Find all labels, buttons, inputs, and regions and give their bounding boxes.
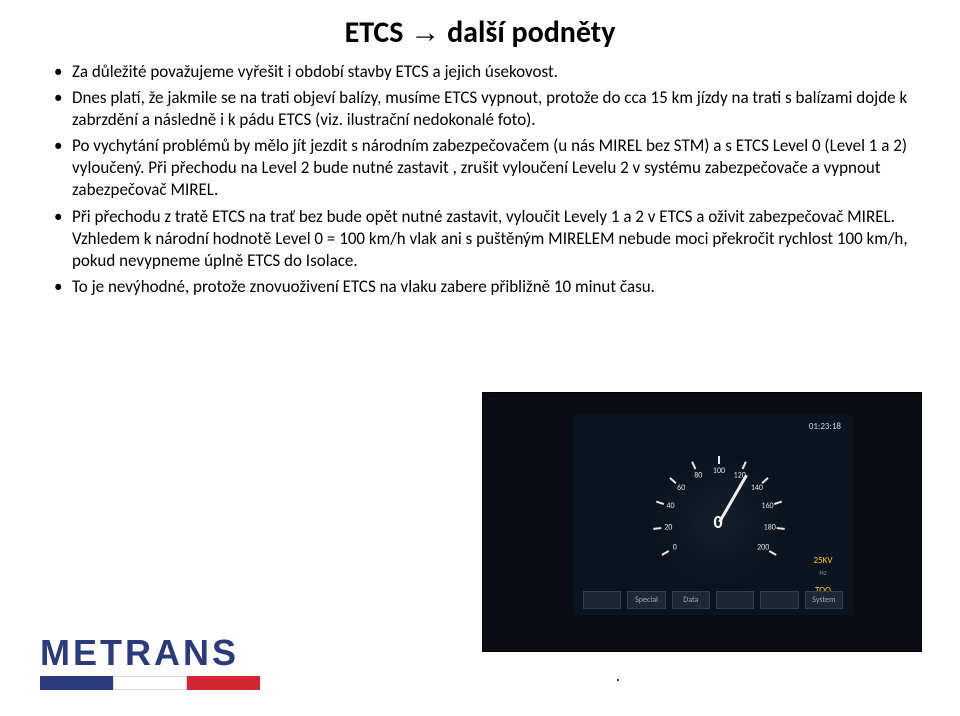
list-item: Dnes platí, že jakmile se na trati objev… — [54, 87, 920, 131]
dashboard-photo: 01:23:18 020406080100120140160180200 0 2… — [482, 392, 922, 652]
speedo-tick: 140 — [718, 477, 768, 523]
speed-value: 0 — [713, 511, 722, 533]
speedo-tick-label: 20 — [664, 522, 672, 532]
bullet-text: Za důležité považujeme vyřešit i období … — [72, 61, 558, 82]
softkey-label: Data — [683, 595, 698, 605]
softkey-button[interactable]: System — [805, 591, 843, 609]
speedo-tick-label: 160 — [761, 501, 773, 511]
speedo-tick-label: 0 — [673, 543, 677, 553]
softkey-button[interactable]: Special — [627, 591, 665, 609]
list-item: Po vychytání problémů by mělo jít jezdit… — [54, 135, 920, 201]
softkey-label: System — [812, 595, 835, 605]
speedo-tick: 60 — [669, 477, 719, 523]
logo-stripe-blue — [40, 676, 113, 690]
bullet-text: Po vychytání problémů by mělo jít jezdit… — [72, 135, 907, 200]
bullet-text: Dnes platí, že jakmile se na trati objev… — [72, 87, 907, 130]
bullet-text: To je nevýhodné, protože znovuoživení ET… — [72, 276, 655, 297]
speedo-tick-label: 180 — [764, 522, 776, 532]
title-prefix: ETCS — [345, 14, 404, 51]
voltage-unit: Hz — [803, 568, 843, 577]
speedo-tick-label: 80 — [694, 470, 702, 480]
logo-stripe-white — [113, 676, 188, 690]
clock-readout: 01:23:18 — [809, 421, 841, 432]
bullet-list: Za důležité považujeme vyřešit i období … — [0, 61, 960, 298]
metrans-logo: METRANS — [40, 632, 260, 690]
speedo-tick-label: 60 — [677, 483, 685, 493]
logo-stripe-red — [187, 676, 260, 690]
list-item: Při přechodu z tratě ETCS na trať bez bu… — [54, 206, 920, 272]
arrow-icon: → — [410, 16, 440, 49]
softkey-button[interactable] — [716, 591, 754, 609]
softkey-button[interactable] — [583, 591, 621, 609]
speedometer: 020406080100120140160180200 0 — [643, 447, 793, 597]
logo-text: METRANS — [40, 632, 260, 674]
speedometer-face: 020406080100120140160180200 0 — [643, 447, 793, 597]
title-suffix: další podněty — [447, 14, 615, 51]
page-title: ETCS → další podněty — [0, 14, 960, 51]
list-item: To je nevýhodné, protože znovuoživení ET… — [54, 276, 920, 298]
bullet-text: Při přechodu z tratě ETCS na trať bez bu… — [72, 206, 908, 271]
list-item: Za důležité považujeme vyřešit i období … — [54, 61, 920, 83]
softkey-button[interactable]: Data — [672, 591, 710, 609]
softkey-label: Special — [635, 595, 658, 605]
voltage-value: 25KV — [803, 555, 843, 566]
speedo-tick-label: 100 — [713, 466, 725, 476]
logo-stripes — [40, 676, 260, 690]
softkey-row: Special Data System — [583, 591, 843, 609]
speedo-tick-label: 140 — [751, 483, 763, 493]
dmi-panel: 01:23:18 020406080100120140160180200 0 2… — [573, 415, 853, 615]
softkey-button[interactable] — [760, 591, 798, 609]
speedo-tick-label: 200 — [757, 543, 769, 553]
slide-footer-dot: . — [616, 667, 620, 686]
speedo-tick-label: 40 — [666, 501, 674, 511]
